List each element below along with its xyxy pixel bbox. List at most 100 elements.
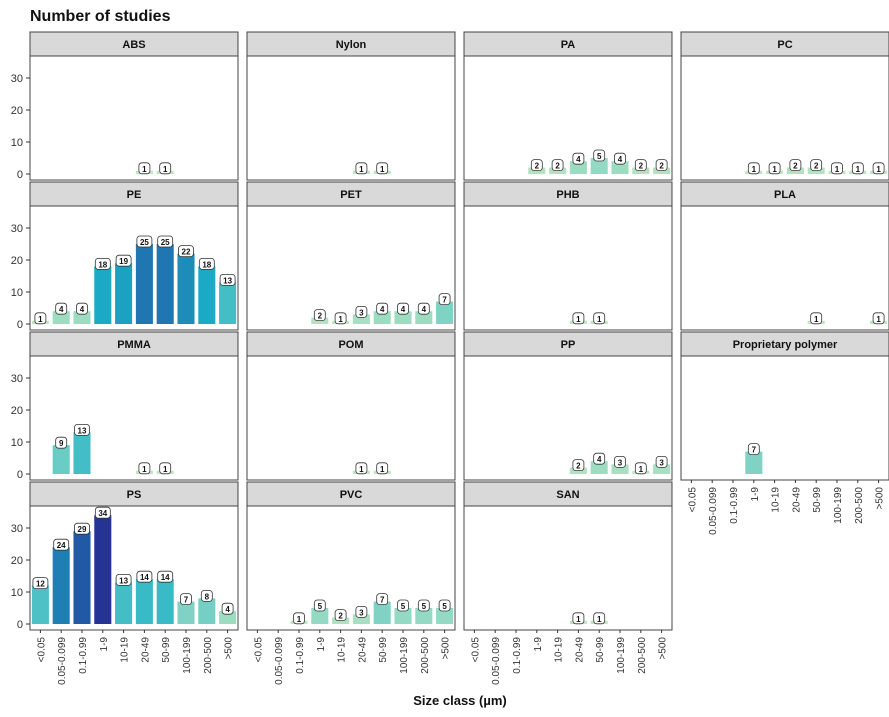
data-label: 1 xyxy=(359,465,364,474)
facet-panel: PS 0 10 20 30 12 24 29 34 13 14 14 7 8 4 <0.05 0.05-0.09… xyxy=(11,481,239,685)
facet-plot-area xyxy=(680,205,889,331)
data-label: 25 xyxy=(140,238,149,247)
data-label: 14 xyxy=(140,573,149,582)
data-label: 18 xyxy=(202,260,211,269)
facet-strip xyxy=(463,331,673,357)
data-label: 34 xyxy=(98,509,107,518)
data-label-box xyxy=(810,159,823,172)
data-label: 13 xyxy=(223,276,232,285)
data-label-box xyxy=(417,599,430,612)
chart-title: Number of studies xyxy=(30,8,171,25)
data-label-box xyxy=(593,312,606,325)
facet-panel: POM 1 1 xyxy=(246,331,456,481)
data-label: 7 xyxy=(752,446,757,455)
data-label: 12 xyxy=(36,580,45,589)
x-tick-label: <0.05 xyxy=(36,637,47,663)
data-label: 4 xyxy=(80,305,85,314)
data-label-box xyxy=(221,602,234,615)
x-tick-label: 200-500 xyxy=(637,637,648,674)
data-label-box xyxy=(157,570,174,583)
bar xyxy=(352,314,370,324)
data-label-box xyxy=(115,574,132,586)
data-label: 18 xyxy=(98,260,107,269)
facet-strip-label: SAN xyxy=(556,489,579,501)
facet-plot-area xyxy=(29,55,239,181)
data-label: 8 xyxy=(205,592,210,601)
bar xyxy=(156,244,174,324)
bar xyxy=(611,464,629,474)
x-tick-label: >500 xyxy=(224,637,235,660)
facet-plot-area xyxy=(246,205,456,331)
x-tick-label: 50-99 xyxy=(378,637,389,663)
data-label: 1 xyxy=(814,315,819,324)
bar xyxy=(73,432,91,474)
y-tick-label: 20 xyxy=(11,255,23,267)
facet-panel: ABS 0 10 20 30 1 1 xyxy=(11,31,239,181)
y-tick-label: 10 xyxy=(11,137,23,149)
data-label-box xyxy=(438,293,451,306)
data-label: 14 xyxy=(161,573,170,582)
data-label: 2 xyxy=(639,162,644,171)
data-label-box xyxy=(397,302,409,315)
data-label-box xyxy=(355,606,368,618)
data-label-box xyxy=(851,162,864,175)
facet-panel: PET 2 1 3 4 4 4 7 xyxy=(246,181,456,331)
facet-panel: SAN 1 1 <0.05 0.05-0.099 0.1-0.99 1-9 10-19 20-4… xyxy=(463,481,673,685)
facet-panel: Nylon 1 1 xyxy=(246,31,456,181)
data-label-box xyxy=(417,302,430,315)
y-tick-label: 20 xyxy=(11,105,23,117)
data-label: 1 xyxy=(876,315,881,324)
data-label: 3 xyxy=(659,458,664,467)
data-label: 1 xyxy=(639,465,644,474)
facet-strip-label: PP xyxy=(561,339,576,351)
data-label: 7 xyxy=(380,596,385,605)
data-label-box xyxy=(593,452,606,465)
data-label-box xyxy=(530,159,543,172)
data-label-box xyxy=(53,538,70,551)
data-label: 4 xyxy=(401,305,406,314)
data-label-box xyxy=(178,245,194,258)
bar xyxy=(590,158,608,174)
y-tick-label: 10 xyxy=(11,437,23,449)
facet-panel: PC 1 1 2 2 1 1 1 xyxy=(680,31,889,181)
bar xyxy=(415,311,433,324)
facet-plot-area xyxy=(680,55,889,181)
bar xyxy=(52,547,70,624)
facet-strip xyxy=(29,481,239,507)
data-label-box xyxy=(180,593,192,605)
bar xyxy=(198,266,216,324)
bar xyxy=(31,585,49,624)
x-tick-label: <0.05 xyxy=(687,487,698,513)
bar xyxy=(177,601,195,624)
facet-strip-label: PET xyxy=(340,189,362,201)
facet-strip xyxy=(246,31,456,57)
x-tick-label: 100-199 xyxy=(616,637,627,674)
data-label: 1 xyxy=(38,315,43,324)
data-label: 2 xyxy=(535,162,540,171)
data-label: 1 xyxy=(338,315,343,324)
data-label-box xyxy=(872,162,885,175)
data-label-box xyxy=(313,599,326,612)
facet-plot-area xyxy=(246,355,456,481)
bar xyxy=(745,451,763,474)
facet-strip-label: PVC xyxy=(340,489,363,501)
data-label: 9 xyxy=(59,439,64,448)
x-tick-label: 1-9 xyxy=(99,637,110,652)
x-tick-label: 20-49 xyxy=(574,637,585,663)
data-label-box xyxy=(872,312,885,325)
data-label: 1 xyxy=(380,165,385,174)
x-tick-label: 20-49 xyxy=(357,637,368,663)
data-label: 2 xyxy=(659,162,664,171)
x-tick-label: 1-9 xyxy=(533,637,544,652)
data-label-box xyxy=(94,506,111,519)
data-label-box xyxy=(334,312,347,325)
x-tick-label: 10-19 xyxy=(337,637,348,663)
facet-strip xyxy=(680,331,889,357)
facet-strip xyxy=(29,31,239,57)
data-label: 4 xyxy=(618,155,623,164)
bar xyxy=(219,611,237,624)
facet-strip xyxy=(463,181,673,207)
data-label: 1 xyxy=(876,165,881,174)
